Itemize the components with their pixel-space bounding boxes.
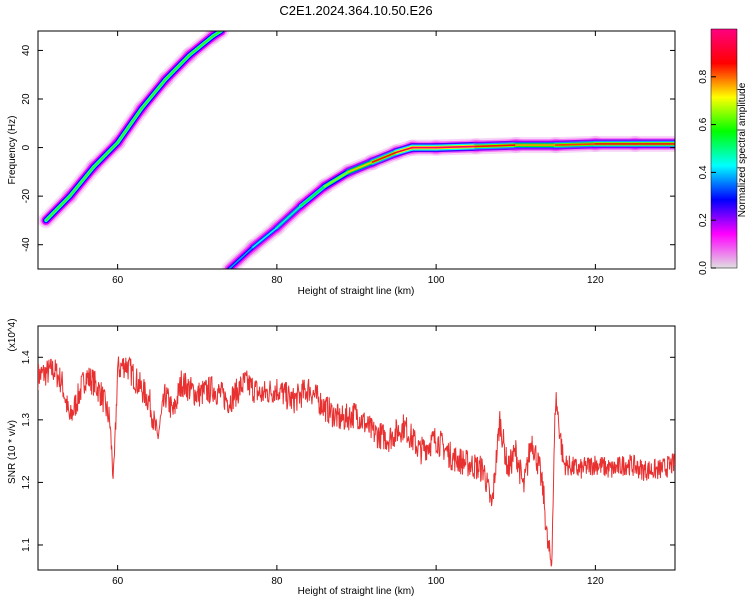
spectrogram-track-0-segment (188, 35, 214, 57)
spectrogram-y-ticks: -40 -20 0 20 40 (21, 44, 675, 252)
spectrogram-track-1-segment (347, 161, 374, 173)
spectrogram-track-0-segment (212, 31, 222, 37)
snr-series-line (38, 356, 675, 567)
snr-x-tick-label: 80 (271, 576, 283, 587)
spectrogram-track-1-segment (371, 151, 398, 163)
figure-title: C2E1.2024.364.10.50.E26 (279, 3, 432, 18)
spectrogram-track-1-segment (475, 144, 517, 148)
spectrogram-tracks (38, 31, 675, 269)
snr-y-tick-label: 1.3 (21, 412, 32, 426)
spectrogram-y-label: Frequency (Hz) (7, 116, 18, 185)
snr-x-ticks: 60 80 100 120 (112, 326, 604, 587)
snr-y-label: SNR (10 * v/v) (7, 420, 18, 484)
colorbar-tick-label: 0.2 (698, 213, 709, 227)
spectrogram-track-0-segment (116, 107, 143, 144)
snr-y-tick-label: 1.4 (21, 350, 32, 364)
spectrogram-track-1-segment (395, 146, 414, 154)
spectrogram-x-tick-label: 100 (428, 275, 445, 286)
snr-y-tick-label: 1.2 (21, 475, 32, 489)
spectrogram-y-tick-label: -40 (21, 237, 32, 252)
spectrogram-y-tick-label: 20 (21, 93, 32, 105)
colorbar: 0.0 0.2 0.4 0.6 0.8 Normalized spectral ampl… (698, 28, 748, 275)
snr-x-tick-label: 60 (112, 576, 124, 587)
snr-panel: 60 80 100 120 1.1 1.2 1.3 1.4 Height of straig… (7, 318, 676, 597)
colorbar-tick-label: 0.0 (698, 261, 709, 275)
spectrogram-track-1-segment (435, 145, 477, 149)
spectrogram-y-tick-label: 40 (21, 44, 32, 56)
spectrogram-track-0-segment (69, 166, 95, 197)
spectrogram-track-1-segment (228, 246, 254, 269)
spectrogram-track-1-segment (323, 171, 350, 188)
snr-frame (37, 325, 676, 571)
spectrogram-x-label: Height of straight line (km) (298, 286, 415, 297)
snr-x-tick-label: 100 (428, 576, 445, 587)
spectrogram-track-0-segment (164, 54, 191, 81)
colorbar-label: Normalized spectral amplitude (737, 82, 748, 217)
snr-y-multiplier: (x10^4) (7, 318, 18, 351)
spectrogram-x-tick-label: 60 (112, 275, 124, 286)
spectrogram-track-0-segment (140, 78, 167, 110)
spectrogram-y-tick-label: -20 (21, 188, 32, 203)
spectrogram-y-tick-label: 0 (21, 144, 32, 150)
spectrogram-track-1-segment (252, 226, 278, 248)
spectrogram-track-1-segment (299, 185, 326, 207)
colorbar-ticks: 0.0 0.2 0.4 0.6 0.8 (698, 69, 716, 275)
colorbar-tick-label: 0.8 (698, 69, 709, 83)
spectrogram-track-0-segment (45, 195, 71, 222)
spectrogram-track-0-segment (92, 141, 119, 168)
snr-y-ticks: 1.1 1.2 1.3 1.4 (21, 350, 675, 552)
spectrogram-x-tick-label: 80 (271, 275, 283, 286)
spectrogram-x-tick-label: 120 (587, 275, 604, 286)
colorbar-gradient (710, 28, 738, 269)
colorbar-tick-label: 0.4 (698, 165, 709, 179)
snr-x-label: Height of straight line (km) (298, 586, 415, 597)
spectrogram-track-1-segment (554, 143, 597, 146)
spectrogram-x-ticks: 60 80 100 120 (112, 31, 604, 286)
snr-x-tick-label: 120 (587, 576, 604, 587)
snr-y-tick-label: 1.1 (21, 538, 32, 552)
spectrogram-track-1-segment (276, 205, 302, 229)
colorbar-tick-label: 0.6 (698, 117, 709, 131)
spectrogram-panel: 60 80 100 120 -40 -20 0 20 40 Height of straigh… (7, 30, 676, 297)
